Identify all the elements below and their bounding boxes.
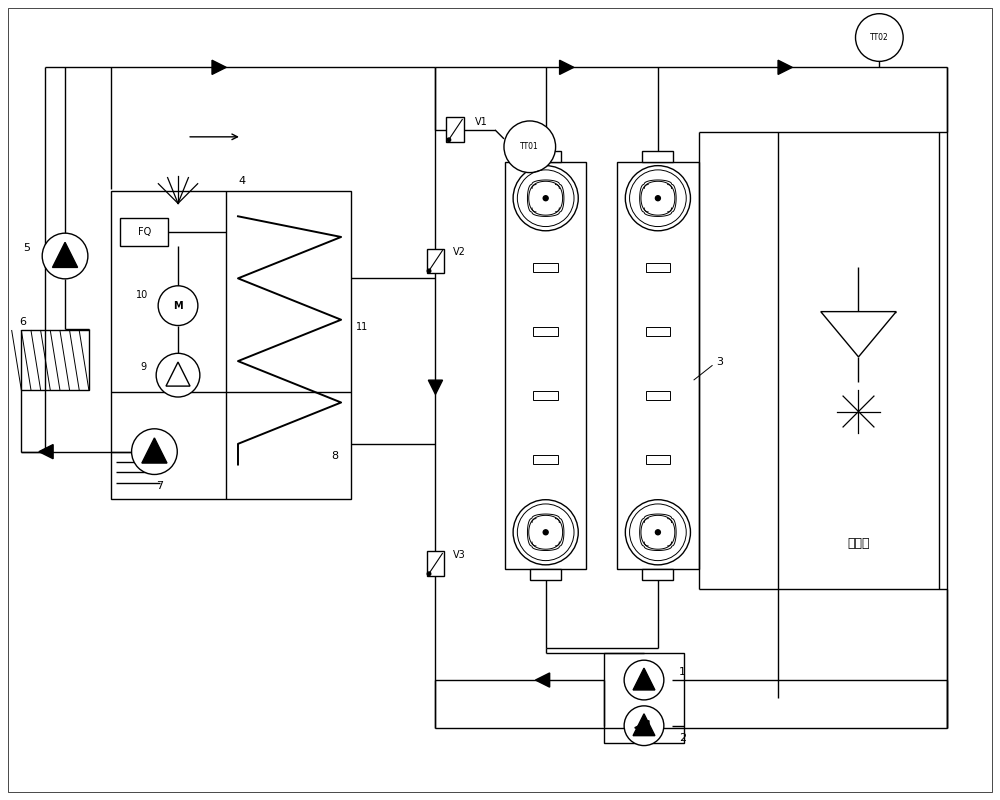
Polygon shape <box>635 721 649 735</box>
Bar <box>530 569 561 580</box>
Polygon shape <box>633 668 655 690</box>
Polygon shape <box>212 60 226 74</box>
Bar <box>111 191 351 499</box>
Text: 8: 8 <box>331 450 338 461</box>
Text: M: M <box>173 301 183 310</box>
Polygon shape <box>560 60 574 74</box>
Text: V2: V2 <box>453 247 466 257</box>
Polygon shape <box>778 60 792 74</box>
Bar <box>646 327 670 336</box>
Circle shape <box>543 196 548 201</box>
Text: 10: 10 <box>136 290 149 300</box>
Polygon shape <box>821 312 896 357</box>
Circle shape <box>158 286 198 326</box>
Circle shape <box>132 429 177 474</box>
Bar <box>533 455 558 464</box>
Circle shape <box>625 500 690 565</box>
Polygon shape <box>535 673 550 687</box>
Text: 2: 2 <box>679 733 686 742</box>
Text: 7: 7 <box>156 482 164 491</box>
Text: V3: V3 <box>453 550 466 560</box>
Text: 换流阀: 换流阀 <box>847 538 870 550</box>
Bar <box>533 263 558 272</box>
Bar <box>530 150 561 162</box>
Bar <box>778 132 939 589</box>
Text: TT02: TT02 <box>870 33 889 42</box>
Circle shape <box>513 166 578 230</box>
Bar <box>617 162 699 569</box>
Polygon shape <box>428 380 443 394</box>
Bar <box>646 455 670 464</box>
Text: TT01: TT01 <box>520 142 539 151</box>
Bar <box>505 162 586 569</box>
Circle shape <box>856 14 903 62</box>
Polygon shape <box>142 438 167 463</box>
Bar <box>427 551 444 576</box>
Bar <box>21 330 89 390</box>
Circle shape <box>427 572 431 575</box>
Bar <box>642 150 673 162</box>
Polygon shape <box>52 242 78 267</box>
Text: 5: 5 <box>23 243 30 253</box>
Polygon shape <box>633 714 655 736</box>
Circle shape <box>513 500 578 565</box>
Text: V1: V1 <box>475 117 488 127</box>
Bar <box>646 391 670 400</box>
Circle shape <box>655 530 660 534</box>
Text: 4: 4 <box>238 175 245 186</box>
Bar <box>446 118 464 142</box>
Text: FQ: FQ <box>138 227 151 237</box>
Bar <box>427 249 444 274</box>
Polygon shape <box>166 362 190 386</box>
Circle shape <box>447 138 451 142</box>
Circle shape <box>156 354 200 397</box>
Bar <box>646 263 670 272</box>
Circle shape <box>427 269 431 273</box>
Text: 1: 1 <box>679 667 686 677</box>
Text: 6: 6 <box>19 317 26 326</box>
Text: 11: 11 <box>356 322 368 332</box>
Text: 3: 3 <box>716 358 723 367</box>
Text: 9: 9 <box>140 362 146 372</box>
Bar <box>533 327 558 336</box>
Circle shape <box>624 660 664 700</box>
Circle shape <box>543 530 548 534</box>
Circle shape <box>624 706 664 746</box>
Circle shape <box>655 196 660 201</box>
Bar <box>120 218 168 246</box>
Bar <box>642 569 673 580</box>
Circle shape <box>42 233 88 279</box>
Bar <box>604 654 684 742</box>
Bar <box>533 391 558 400</box>
Polygon shape <box>39 445 53 458</box>
Circle shape <box>625 166 690 230</box>
Circle shape <box>504 121 556 173</box>
